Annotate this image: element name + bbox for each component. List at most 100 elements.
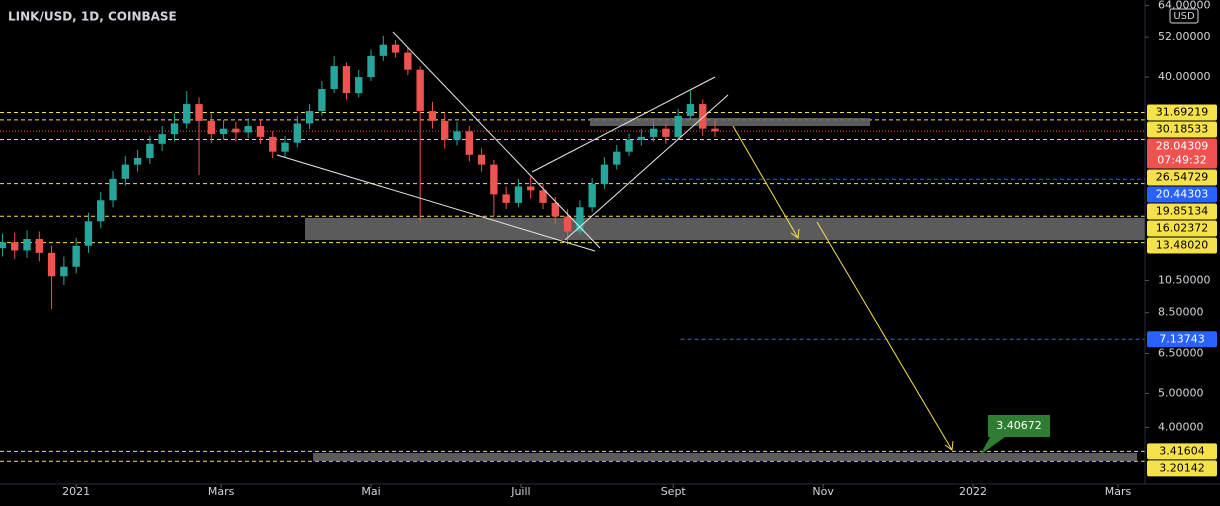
x-tick-label: 2021 [62,485,90,498]
candle-body [699,104,707,129]
candle-body [576,207,584,232]
x-tick-label: 2022 [959,485,987,498]
price-lines [0,112,1145,462]
candle-body [416,69,424,112]
candle-body [477,154,486,165]
candle-body [453,131,461,140]
candle-body [563,216,572,232]
candle-body [281,142,289,152]
y-tick-label: 52.00000 [1158,30,1211,43]
y-tick-label: 4.00000 [1158,420,1204,433]
candle-body [158,134,166,144]
axis-labels: 64.00000 52.00000 40.00000 10.50000 8.50000 6… [62,0,1217,498]
arrow-head [790,228,800,239]
candle-body [342,66,351,94]
candle-body [649,128,658,137]
candle-body [269,136,277,152]
candles [0,35,719,310]
candle-body [404,52,412,70]
currency-box [1169,8,1199,24]
candle-body [613,151,621,165]
candle-body [195,104,203,121]
y-tick-label: 6.50000 [1158,347,1204,360]
y-tick-label: 64.00000 [1158,0,1211,12]
price-label: 28.04309 [1156,140,1209,153]
trendline [531,76,716,173]
candle-body [465,131,473,155]
price-label: 20.44303 [1156,188,1209,201]
price-label: 26.54729 [1156,171,1209,184]
candle-body [11,242,19,251]
candle-body [183,104,191,124]
candle-body [207,120,215,135]
price-label-box [1147,104,1217,121]
candle-body [72,245,80,267]
currency: USD [1173,11,1195,22]
x-tick-label: Mai [361,485,380,498]
price-label: 3.41604 [1159,444,1205,457]
candle-body [355,77,363,94]
candle-body [146,143,154,159]
candle-body [35,238,43,253]
price-label-box [1147,186,1217,203]
candle-body [502,194,510,203]
y-tick-label: 10.50000 [1158,274,1211,287]
price-label-box [1147,220,1217,237]
candle-body [219,128,228,135]
candle-body [514,186,523,203]
x-tick-label: Juill [510,485,530,498]
candle-body [232,128,240,133]
candle-body [84,221,93,246]
candle-body [330,66,338,89]
price-label: 19.85134 [1156,205,1209,218]
zone [590,118,870,126]
arrow [816,221,953,451]
y-tick-label: 8.50000 [1158,306,1204,319]
candle-body [391,44,400,53]
price-label-box [1147,121,1217,138]
candle-body [318,88,326,112]
arrows [732,125,954,451]
arrow-head [944,440,954,451]
callout-text: 3.40672 [996,419,1042,432]
candle-body [637,136,645,140]
candle-body [23,238,31,251]
candle-body [305,111,314,124]
candle-body [539,190,547,203]
candle-body [293,123,301,143]
chart-title: LINK/USD, 1D, COINBASE [8,10,177,24]
price-label: 13.48020 [1156,239,1209,252]
candle-body [551,202,559,217]
price-label-box [1147,237,1217,254]
candle-body [109,178,117,201]
price-label-box [1147,331,1217,348]
candle-body [527,186,535,191]
price-label-box [1147,138,1217,169]
candle-body [379,44,387,56]
zone [305,218,1150,240]
zone [313,453,1137,461]
price-label: 30.18533 [1156,123,1209,136]
candle-body [97,200,105,222]
candle-body [600,164,609,185]
x-tick-label: Nov [812,485,834,498]
callout-box [980,415,1050,455]
candle-body [686,104,695,116]
candle-body [428,111,437,121]
trendline [276,154,596,252]
candle-body [47,252,56,277]
price-label: 16.02372 [1156,222,1209,235]
price-label-box [1147,169,1217,186]
candle-body [711,128,719,132]
candle-body [244,126,252,133]
candle-body [441,120,449,140]
candle-body [170,123,179,135]
trendline [564,94,729,241]
price-label-box [1147,460,1217,477]
candle-body [60,266,68,277]
y-tick-label: 40.00000 [1158,70,1211,83]
candle-body [662,128,670,137]
drawings [305,118,1150,461]
arrow [732,125,799,239]
